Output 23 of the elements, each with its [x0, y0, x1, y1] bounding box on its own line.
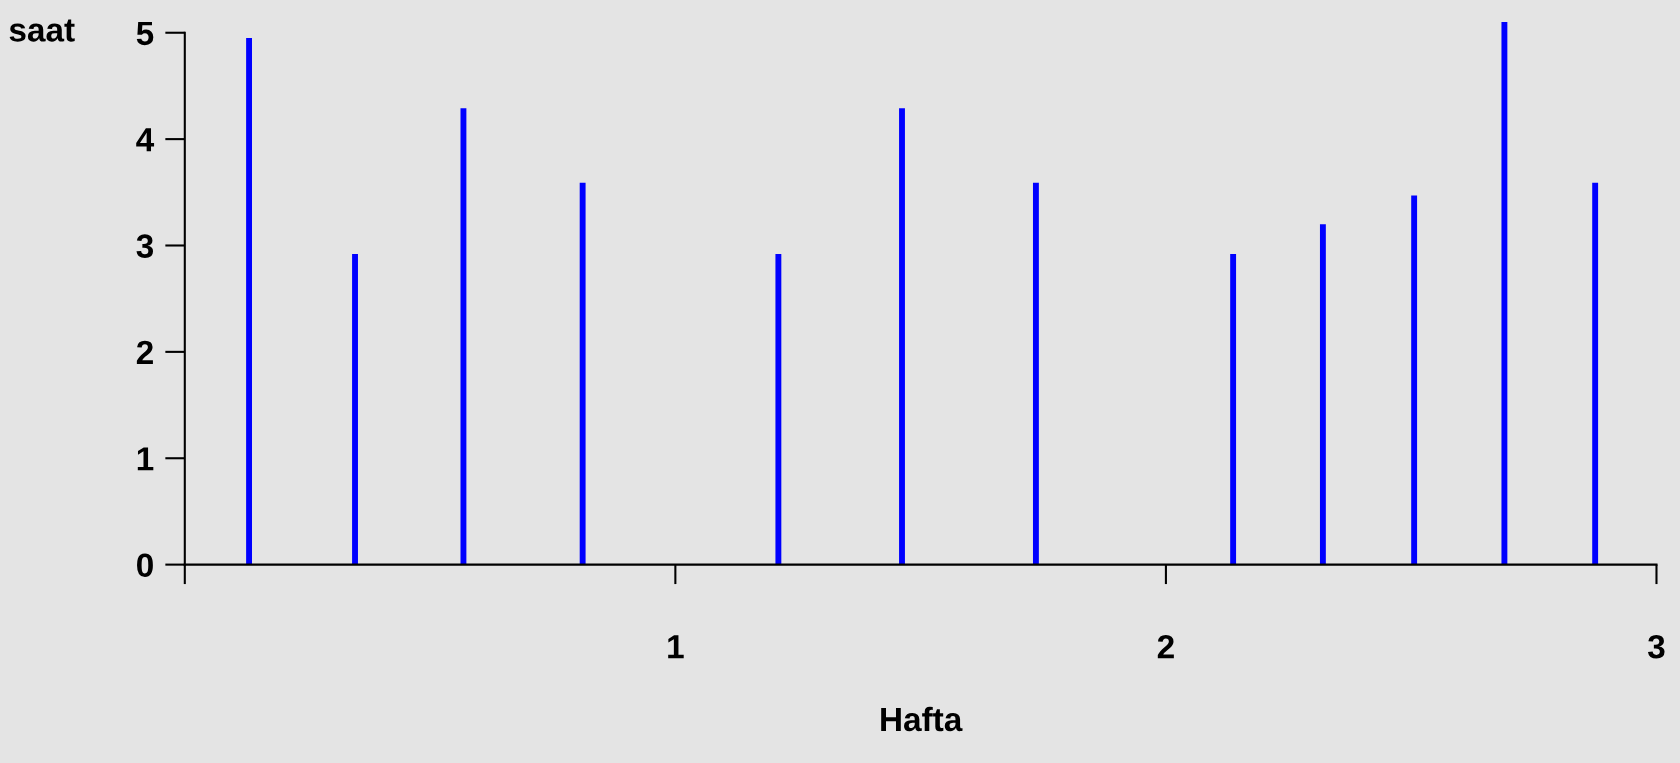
bar: [1319, 224, 1326, 565]
bar: [1032, 182, 1039, 565]
y-tick-label: 3: [136, 234, 154, 258]
bar: [1592, 182, 1599, 565]
y-tick-label: 2: [136, 340, 153, 364]
y-axis-title: saat: [9, 19, 75, 42]
y-tick-label: 4: [136, 128, 155, 152]
bar: [899, 108, 905, 565]
x-tick-label: 2: [1157, 634, 1174, 659]
y-tick-label: 5: [136, 21, 154, 46]
bar: [579, 182, 586, 565]
x-axis-title: Hafta: [881, 706, 963, 732]
bar: [352, 254, 358, 565]
bar: [1501, 22, 1508, 565]
bar: [775, 254, 782, 565]
bar: [246, 38, 253, 565]
x-tick-label: 1: [668, 635, 684, 659]
bar: [1230, 254, 1237, 565]
y-tick-label: 1: [137, 447, 154, 471]
bar: [460, 108, 467, 565]
y-tick-label: 0: [137, 553, 153, 578]
x-tick-label: 3: [1647, 634, 1665, 659]
bar: [1411, 195, 1418, 565]
